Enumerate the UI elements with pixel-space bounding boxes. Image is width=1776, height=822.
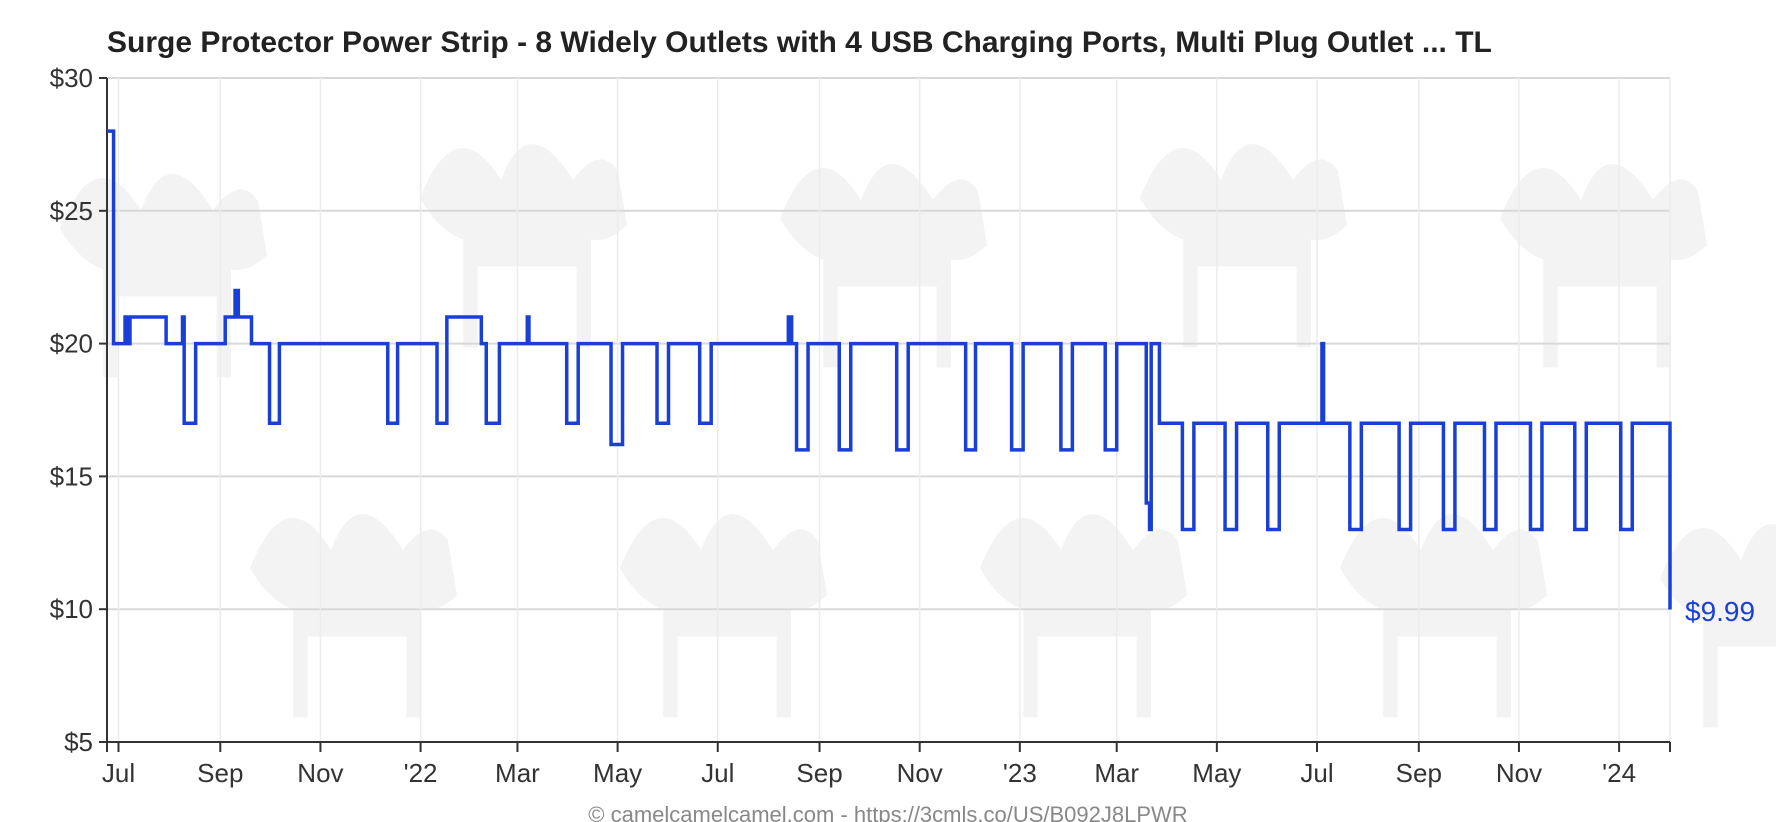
- watermark-shape: [250, 514, 457, 718]
- x-tick-label: Jul: [701, 758, 734, 788]
- x-tick-label: Mar: [495, 758, 540, 788]
- x-tick-label: Nov: [1496, 758, 1542, 788]
- chart-title: Surge Protector Power Strip - 8 Widely O…: [107, 26, 1492, 59]
- x-tick-label: Sep: [796, 758, 842, 788]
- y-tick-label: $5: [64, 727, 93, 757]
- watermark-shape: [1340, 514, 1547, 718]
- y-tick-label: $30: [50, 63, 93, 93]
- price-series: [107, 129, 1672, 610]
- y-tick-label: $15: [50, 461, 93, 491]
- y-tick-label: $25: [50, 196, 93, 226]
- x-tick-label: May: [593, 758, 642, 788]
- watermark-shape: [620, 514, 827, 718]
- watermark-shape: [1660, 523, 1776, 728]
- x-tick-label: '23: [1003, 758, 1037, 788]
- watermark-shape: [60, 174, 267, 378]
- watermark-shape: [1500, 164, 1707, 368]
- x-tick-label: May: [1192, 758, 1241, 788]
- x-tick-label: Nov: [297, 758, 343, 788]
- last-price-label: $9.99: [1685, 596, 1755, 627]
- x-tick-label: Sep: [197, 758, 243, 788]
- x-tick-label: Nov: [897, 758, 943, 788]
- footer-credit: © camelcamelcamel.com - https://3cmls.co…: [588, 802, 1187, 822]
- x-tick-label: Jul: [1300, 758, 1333, 788]
- watermark-shape: [1140, 144, 1347, 348]
- x-tick-label: '22: [404, 758, 438, 788]
- watermark-shape: [420, 144, 627, 348]
- y-axis-ticks: $5 $10 $15 $20 $25 $30: [50, 63, 107, 757]
- x-tick-label: '24: [1602, 758, 1636, 788]
- x-tick-label: Jul: [102, 758, 135, 788]
- y-tick-label: $10: [50, 594, 93, 624]
- watermark-shape: [980, 514, 1187, 718]
- x-tick-label: Sep: [1396, 758, 1442, 788]
- price-line: [107, 129, 1672, 610]
- x-axis-ticks: Jul Sep Nov '22 Mar May Jul Sep Nov '23 Mar May Jul S…: [102, 742, 1671, 788]
- y-tick-label: $20: [50, 329, 93, 359]
- camel-watermark: [60, 144, 1776, 728]
- watermark-shape: [780, 164, 987, 368]
- axes: [106, 78, 1670, 743]
- x-tick-label: Mar: [1094, 758, 1139, 788]
